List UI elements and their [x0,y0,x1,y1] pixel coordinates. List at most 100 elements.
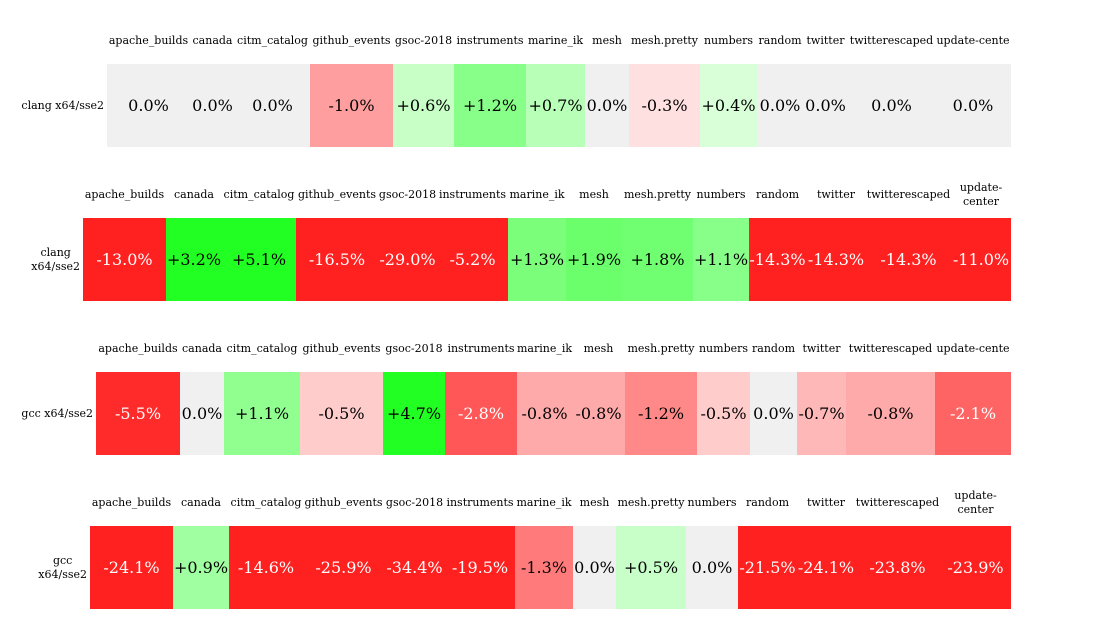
column-header: random [756,188,799,201]
heat-cell: -23.9% [940,526,1011,609]
column-header: mesh [579,188,609,201]
column-header: instruments [438,188,507,201]
heat-cell: -14.6% [229,526,303,609]
heat-cell: 0.0% [757,64,803,147]
column-header: gsoc-2018 [378,188,437,201]
heat-cell: +1.2% [454,64,526,147]
heat-cell: -0.5% [300,372,383,455]
row-label: gcc x64/sse2 [38,553,87,581]
column-header: twitter [817,188,855,201]
column-header: gsoc-2018 [385,342,443,355]
heat-cell: +1.3% [508,218,566,301]
column-header: update- center [954,489,997,516]
heat-cell: -0.8% [572,372,625,455]
heat-cell: +0.9% [173,526,229,609]
heat-cell: 0.0% [585,64,629,147]
heat-cell: +0.5% [616,526,686,609]
column-header: update- center [959,181,1003,208]
heat-cell: -29.0% [378,218,437,301]
column-header: citm_catalog [226,342,298,355]
heat-cell: 0.0% [935,64,1011,147]
heat-cell: -14.3% [806,218,866,301]
column-header: random [758,34,802,47]
heat-cell: -0.3% [629,64,700,147]
heat-cell: -1.3% [515,526,573,609]
heat-cell: -2.8% [445,372,517,455]
column-header: mesh [579,496,610,509]
column-header: gsoc-2018 [394,34,453,47]
column-header: apache_builds [84,188,165,201]
row-label: clang x64/sse2 [21,98,104,112]
column-header: canada [181,496,221,509]
heat-cell: 0.0% [235,64,310,147]
column-header: citm_catalog [230,496,302,509]
heat-cell: -0.5% [697,372,750,455]
column-header: canada [182,342,222,355]
heat-cell: +1.1% [693,218,749,301]
column-header: numbers [703,34,754,47]
column-header: twitter [806,34,845,47]
column-header: canada [174,188,214,201]
column-header: mesh.pretty [617,496,685,509]
column-header: twitterescaped [849,34,934,47]
row-label: clang x64/sse2 [31,245,80,273]
column-header: numbers [696,188,746,201]
column-header: random [752,342,795,355]
column-header: twitter [802,342,841,355]
heat-cell: -13.0% [83,218,166,301]
heat-cell: -5.2% [437,218,508,301]
heat-cell: +0.7% [526,64,585,147]
column-header: update-cente [936,342,1010,355]
heat-cell: -24.1% [797,526,855,609]
column-header: numbers [698,342,749,355]
heat-cell: -1.2% [625,372,697,455]
heat-cell: -1.0% [310,64,393,147]
heat-cell: 0.0% [180,372,224,455]
column-header: github_events [304,496,383,509]
column-header: gsoc-2018 [385,496,444,509]
heat-cell: 0.0% [750,372,797,455]
column-header: twitterescaped [855,496,940,509]
column-header: github_events [302,342,381,355]
column-header: twitter [807,496,845,509]
column-header: mesh.pretty [627,342,695,355]
heat-cell: +0.6% [393,64,454,147]
heat-cell: -11.0% [951,218,1011,301]
row-label: gcc x64/sse2 [21,406,93,420]
column-header: mesh.pretty [630,34,699,47]
heat-cell: +1.1% [224,372,300,455]
column-header: citm_catalog [223,188,295,201]
heat-cell: 0.0% [686,526,738,609]
heat-cell: -19.5% [445,526,515,609]
column-header: apache_builds [98,342,178,355]
column-header: github_events [312,34,391,47]
column-header: github_events [297,188,377,201]
heat-cell: +0.4% [700,64,757,147]
heat-cell: 0.0% [848,64,935,147]
column-header: mesh [583,342,614,355]
heat-cell: +1.9% [566,218,622,301]
heat-cell: 0.0% [107,64,190,147]
heat-cell: -16.5% [296,218,378,301]
column-header: numbers [687,496,737,509]
heat-cell: -0.8% [846,372,935,455]
heat-cell: +4.7% [383,372,445,455]
column-header: update-cente [936,34,1010,47]
column-header: instruments [446,496,514,509]
heat-cell: -24.1% [90,526,173,609]
column-header: mesh [592,34,622,47]
column-header: mesh.pretty [623,188,692,201]
heat-cell: +1.8% [622,218,693,301]
heat-cell: -34.4% [384,526,445,609]
heat-cell: +3.2% [166,218,222,301]
heat-cell: 0.0% [803,64,848,147]
heat-cell: +5.1% [222,218,296,301]
column-header: apache_builds [108,34,189,47]
column-header: marine_ik [516,496,572,509]
column-header: twitterescaped [866,188,951,201]
column-header: marine_ik [527,34,584,47]
column-header: instruments [456,34,524,47]
heat-cell: 0.0% [190,64,235,147]
column-header: citm_catalog [237,34,308,47]
